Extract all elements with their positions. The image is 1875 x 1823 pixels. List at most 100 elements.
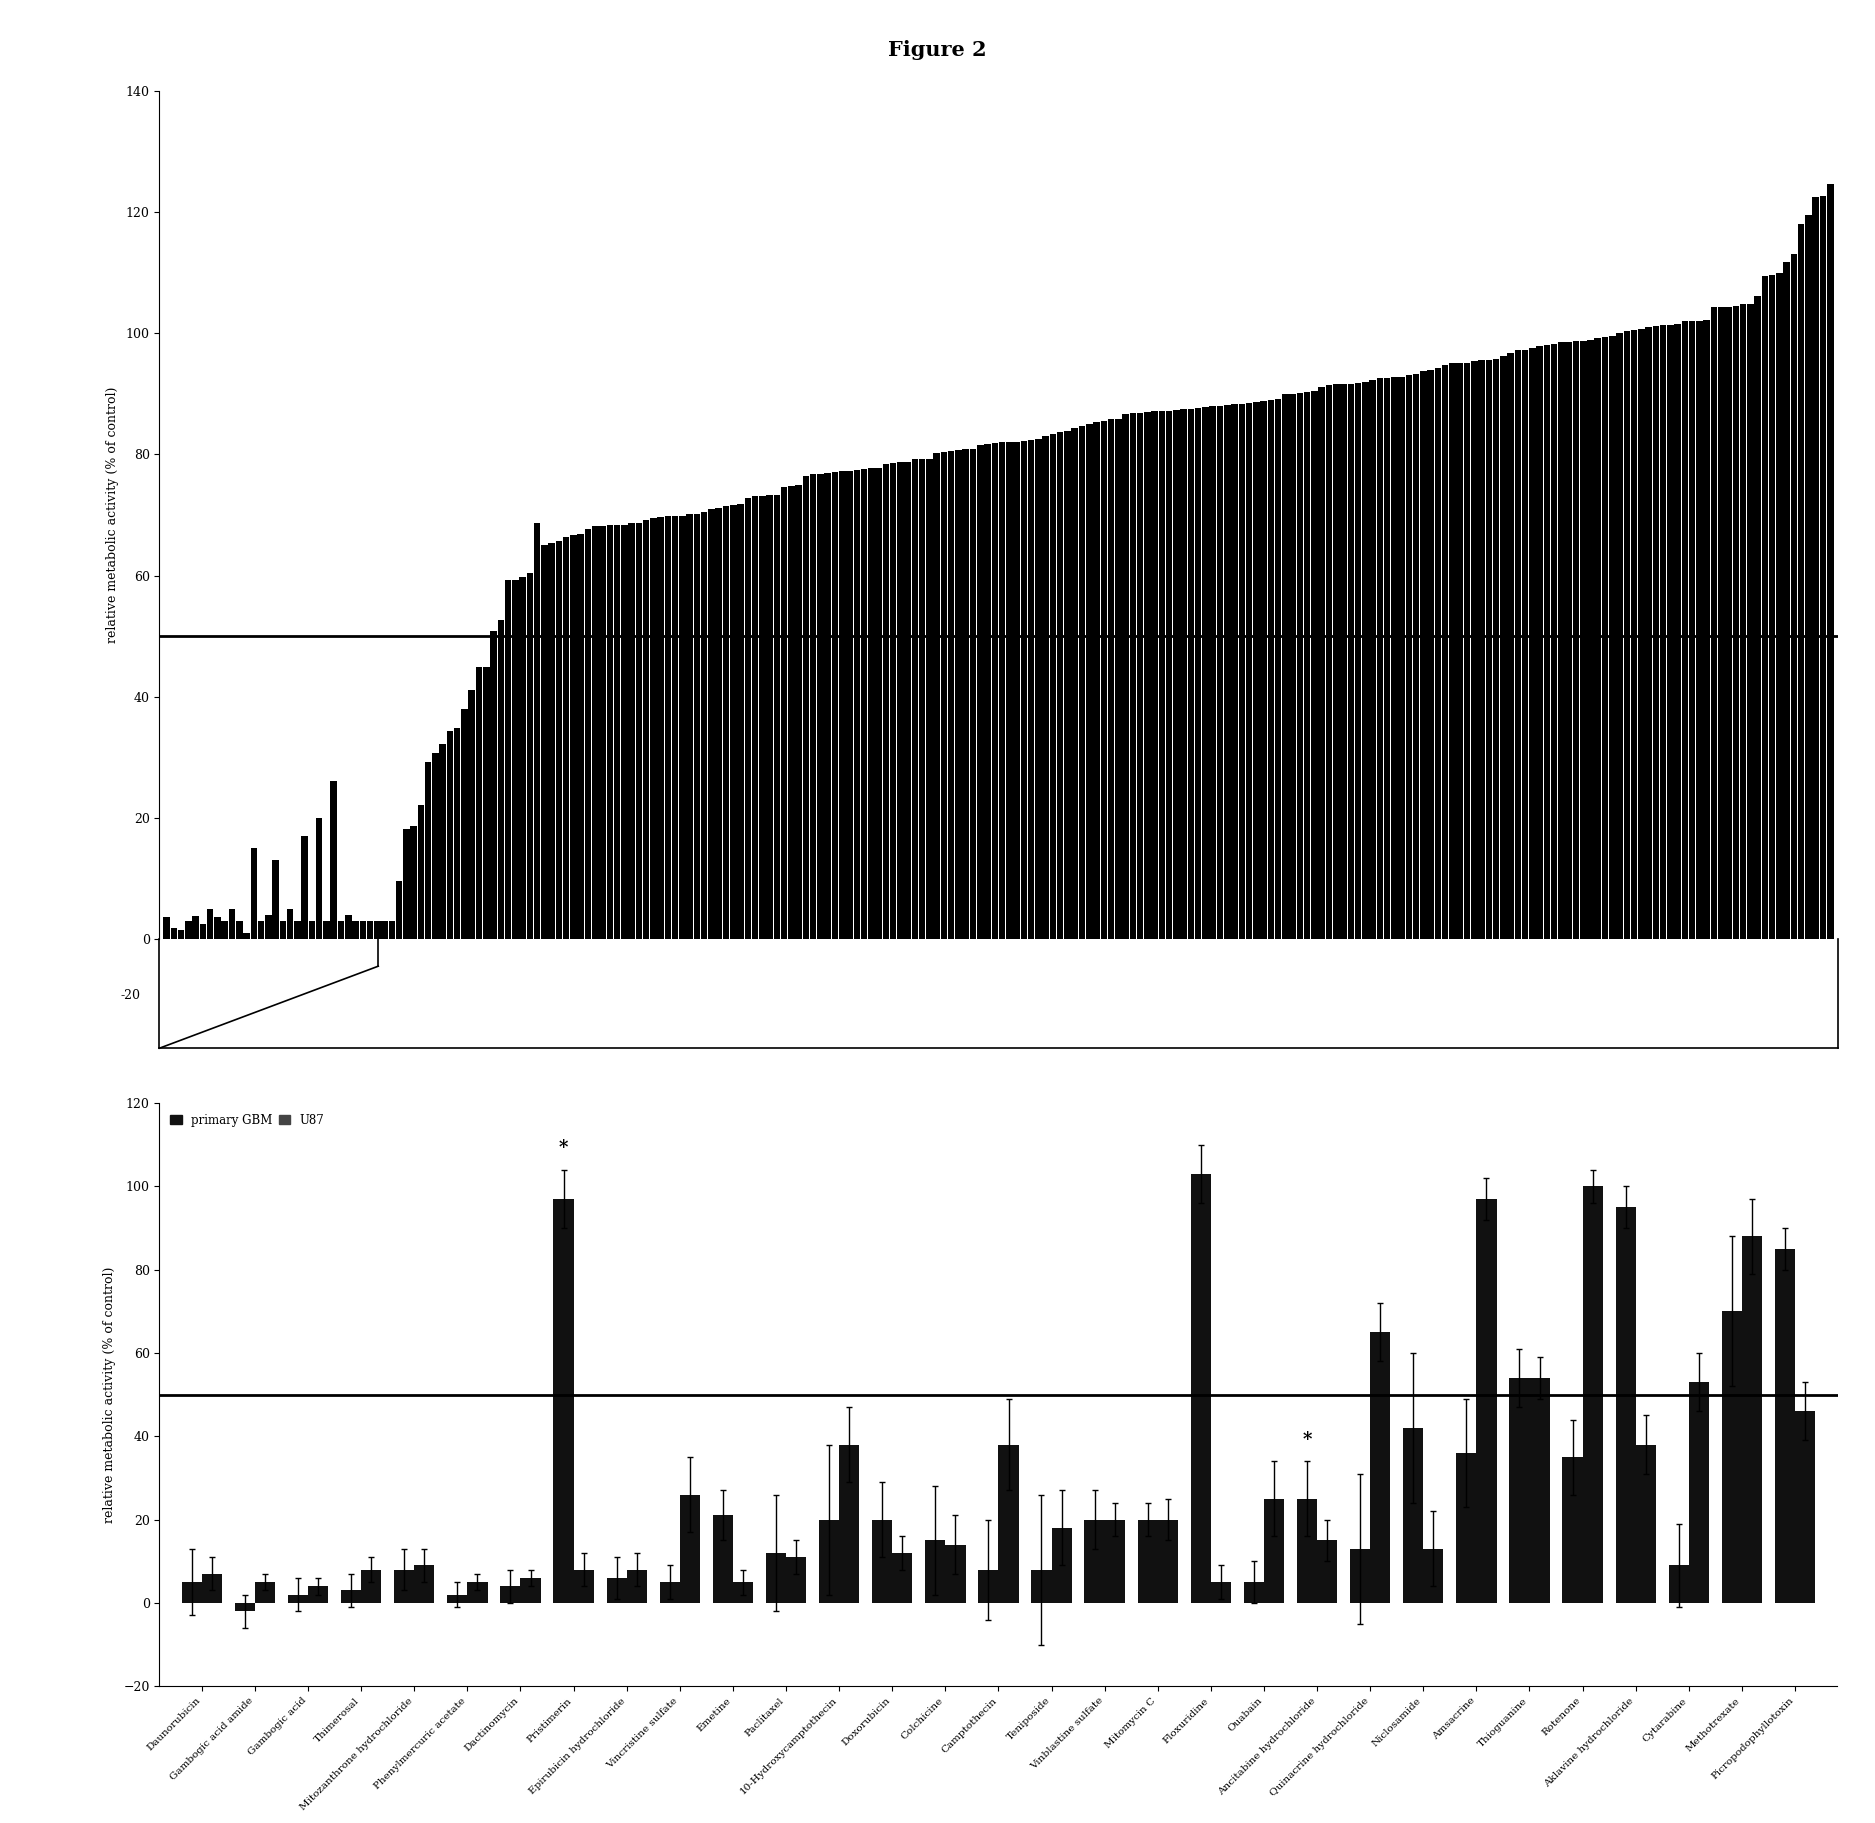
Bar bbox=[795, 485, 802, 939]
Bar bbox=[613, 525, 621, 939]
Bar bbox=[1275, 399, 1281, 939]
Bar bbox=[431, 753, 439, 939]
Bar bbox=[1423, 1550, 1444, 1602]
Bar bbox=[206, 910, 214, 939]
Bar bbox=[671, 516, 679, 939]
Bar bbox=[1157, 1520, 1178, 1602]
Bar bbox=[1144, 412, 1151, 939]
Bar bbox=[461, 709, 467, 939]
Bar bbox=[1522, 350, 1528, 939]
Bar bbox=[1427, 370, 1434, 939]
Bar bbox=[701, 512, 707, 939]
Bar bbox=[373, 921, 381, 939]
Bar bbox=[287, 908, 292, 939]
Bar bbox=[1104, 1520, 1125, 1602]
Bar bbox=[628, 523, 636, 939]
Bar bbox=[979, 1570, 998, 1602]
Bar bbox=[1742, 1236, 1762, 1602]
Bar bbox=[512, 580, 519, 939]
Bar bbox=[330, 782, 338, 939]
Bar bbox=[1689, 321, 1695, 939]
Bar bbox=[941, 452, 947, 939]
Bar bbox=[1316, 1540, 1337, 1602]
Bar bbox=[729, 505, 737, 939]
Bar bbox=[1264, 1499, 1284, 1602]
Bar bbox=[977, 445, 984, 939]
Bar bbox=[1348, 385, 1354, 939]
Bar bbox=[1065, 430, 1071, 939]
Bar bbox=[1515, 350, 1521, 939]
Bar bbox=[403, 829, 409, 939]
Bar bbox=[1472, 361, 1478, 939]
Bar bbox=[1543, 345, 1551, 939]
Bar bbox=[467, 1582, 488, 1602]
Bar bbox=[1669, 1566, 1689, 1602]
Bar bbox=[1530, 1378, 1549, 1602]
Bar bbox=[1071, 428, 1078, 939]
Bar bbox=[892, 1553, 913, 1602]
Bar bbox=[489, 631, 497, 939]
Bar bbox=[388, 921, 396, 939]
Bar bbox=[664, 516, 671, 939]
Bar bbox=[969, 448, 977, 939]
Bar bbox=[1639, 328, 1644, 939]
Bar bbox=[1013, 441, 1020, 939]
Bar bbox=[264, 915, 272, 939]
Bar bbox=[1217, 407, 1222, 939]
Bar bbox=[570, 534, 578, 939]
Bar bbox=[1783, 263, 1791, 939]
Bar bbox=[1721, 1311, 1742, 1602]
Bar bbox=[1485, 359, 1492, 939]
Bar bbox=[1464, 363, 1470, 939]
Bar bbox=[1478, 361, 1485, 939]
Text: *: * bbox=[1303, 1431, 1312, 1449]
Bar bbox=[1798, 224, 1804, 939]
Bar bbox=[186, 921, 191, 939]
Bar bbox=[686, 514, 694, 939]
Bar bbox=[1768, 275, 1776, 939]
Bar bbox=[294, 921, 300, 939]
Bar bbox=[891, 463, 896, 939]
Bar bbox=[883, 463, 889, 939]
Bar bbox=[439, 744, 446, 939]
Bar bbox=[484, 667, 489, 939]
Bar bbox=[919, 459, 926, 939]
Bar bbox=[767, 496, 772, 939]
Bar bbox=[1492, 359, 1500, 939]
Bar bbox=[272, 860, 279, 939]
Bar bbox=[1508, 354, 1513, 939]
Bar bbox=[1136, 412, 1144, 939]
Bar bbox=[1174, 410, 1179, 939]
Bar bbox=[1566, 343, 1571, 939]
Bar bbox=[636, 523, 641, 939]
Bar bbox=[251, 848, 257, 939]
Bar bbox=[1245, 403, 1252, 939]
Bar bbox=[780, 487, 788, 939]
Bar bbox=[1509, 1378, 1530, 1602]
Bar bbox=[1718, 306, 1725, 939]
Bar bbox=[1536, 346, 1543, 939]
Bar bbox=[1659, 324, 1667, 939]
Bar bbox=[786, 1557, 806, 1602]
Bar bbox=[171, 928, 176, 939]
Bar bbox=[606, 525, 613, 939]
Bar bbox=[819, 1520, 840, 1602]
Bar bbox=[1101, 421, 1106, 939]
Bar bbox=[1166, 410, 1172, 939]
Bar bbox=[1791, 253, 1796, 939]
Bar bbox=[1748, 304, 1753, 939]
Bar bbox=[1402, 1427, 1423, 1602]
Bar bbox=[825, 474, 831, 939]
Bar bbox=[244, 933, 249, 939]
Bar bbox=[1058, 432, 1063, 939]
Bar bbox=[1093, 421, 1101, 939]
Bar bbox=[1762, 277, 1768, 939]
Bar bbox=[302, 837, 308, 939]
Bar bbox=[1282, 394, 1288, 939]
Bar bbox=[1689, 1382, 1708, 1602]
Bar bbox=[802, 476, 810, 939]
Bar bbox=[1052, 1528, 1072, 1602]
Bar bbox=[681, 1495, 699, 1602]
Bar bbox=[872, 1520, 892, 1602]
Bar bbox=[934, 454, 939, 939]
